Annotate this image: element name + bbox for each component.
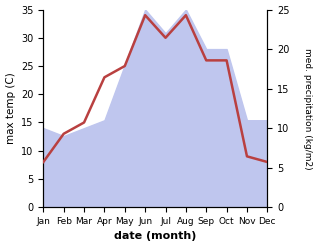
Y-axis label: med. precipitation (kg/m2): med. precipitation (kg/m2)	[303, 48, 313, 169]
X-axis label: date (month): date (month)	[114, 231, 197, 242]
Y-axis label: max temp (C): max temp (C)	[5, 72, 16, 144]
